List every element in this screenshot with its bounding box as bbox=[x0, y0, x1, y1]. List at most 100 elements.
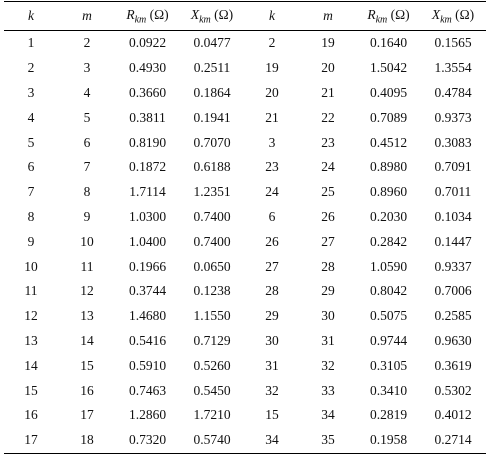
table-row: 5 6 0.8190 0.7070 3 23 0.4512 0.3083 bbox=[4, 130, 486, 155]
cell-x-km: 0.0477 bbox=[193, 35, 231, 51]
header-symbol: m bbox=[323, 8, 333, 23]
cell-k-2: 23 bbox=[265, 159, 279, 175]
cell-k: 16 bbox=[24, 407, 38, 423]
cell-r-km: 1.7114 bbox=[129, 184, 166, 200]
cell-r-km-2: 0.3410 bbox=[369, 382, 408, 398]
cell-m: 10 bbox=[80, 233, 94, 249]
cell-m-2: 26 bbox=[321, 208, 335, 224]
cell-x-km-2: 0.1034 bbox=[434, 208, 472, 224]
cell-k-2: 15 bbox=[265, 407, 279, 423]
cell-x-km: 0.1941 bbox=[193, 109, 231, 125]
header-unit: (Ω) bbox=[387, 6, 410, 22]
cell-r-km: 0.5910 bbox=[128, 357, 167, 373]
cell-x-km-2: 1.3554 bbox=[434, 60, 472, 76]
cell-r-km: 0.1966 bbox=[128, 258, 167, 274]
cell-k-2: 6 bbox=[268, 208, 276, 224]
cell-r-km-2: 1.5042 bbox=[369, 60, 408, 76]
cell-x-km: 0.7129 bbox=[193, 332, 231, 348]
header-unit: (Ω) bbox=[210, 6, 234, 22]
cell-m-2: 19 bbox=[321, 35, 335, 51]
cell-k: 7 bbox=[27, 184, 35, 200]
cell-m-2: 28 bbox=[321, 258, 335, 274]
cell-r-km: 0.5416 bbox=[128, 332, 167, 348]
cell-x-km-2: 0.9373 bbox=[434, 109, 472, 125]
cell-k: 13 bbox=[24, 332, 38, 348]
cell-r-km-2: 1.0590 bbox=[369, 258, 408, 274]
cell-m: 4 bbox=[83, 84, 91, 100]
cell-k: 5 bbox=[27, 134, 35, 150]
cell-r-km-2: 0.4512 bbox=[369, 134, 408, 150]
cell-x-km-2: 0.5302 bbox=[434, 382, 472, 398]
cell-r-km: 0.8190 bbox=[128, 134, 167, 150]
table-row: 7 8 1.7114 1.2351 24 25 0.8960 0.7011 bbox=[4, 180, 486, 205]
cell-r-km-2: 0.2842 bbox=[369, 233, 408, 249]
cell-x-km-2: 0.1565 bbox=[434, 35, 472, 51]
cell-m: 18 bbox=[80, 432, 94, 448]
cell-x-km: 0.7400 bbox=[193, 208, 231, 224]
cell-r-km: 1.2860 bbox=[128, 407, 167, 423]
cell-x-km-2: 0.2714 bbox=[434, 432, 472, 448]
cell-x-km-2: 0.3619 bbox=[434, 357, 472, 373]
cell-k: 2 bbox=[27, 60, 35, 76]
cell-x-km: 1.7210 bbox=[193, 407, 231, 423]
cell-k-2: 3 bbox=[268, 134, 276, 150]
cell-r-km-2: 0.7089 bbox=[369, 109, 408, 125]
cell-k: 6 bbox=[27, 159, 35, 175]
cell-x-km: 0.1238 bbox=[193, 283, 231, 299]
cell-r-km: 0.3744 bbox=[128, 283, 167, 299]
cell-x-km-2: 0.1447 bbox=[434, 233, 472, 249]
cell-r-km: 0.7320 bbox=[128, 432, 167, 448]
cell-x-km-2: 0.9337 bbox=[434, 258, 472, 274]
header-row: k m Rkm (Ω) Xkm (Ω) k m Rkm (Ω) Xkm (Ω) bbox=[4, 1, 486, 31]
cell-k-2: 30 bbox=[265, 332, 279, 348]
cell-k: 17 bbox=[24, 432, 38, 448]
cell-k: 15 bbox=[24, 382, 38, 398]
cell-r-km: 0.7463 bbox=[128, 382, 167, 398]
cell-r-km: 1.0400 bbox=[128, 233, 167, 249]
header-subscript: km bbox=[440, 14, 452, 26]
header-subscript: km bbox=[134, 14, 147, 26]
cell-r-km-2: 0.9744 bbox=[369, 332, 408, 348]
cell-m: 8 bbox=[83, 184, 91, 200]
cell-m: 2 bbox=[83, 35, 91, 51]
cell-x-km: 0.5740 bbox=[193, 432, 231, 448]
table-row: 13 14 0.5416 0.7129 30 31 0.9744 0.9630 bbox=[4, 329, 486, 354]
table-row: 4 5 0.3811 0.1941 21 22 0.7089 0.9373 bbox=[4, 105, 486, 130]
cell-k: 9 bbox=[27, 233, 35, 249]
cell-k-2: 28 bbox=[265, 283, 279, 299]
cell-r-km-2: 0.8042 bbox=[369, 283, 408, 299]
header-symbol: X bbox=[431, 6, 441, 22]
cell-m: 9 bbox=[83, 208, 91, 224]
cell-m: 11 bbox=[80, 258, 94, 274]
cell-r-km-2: 0.4095 bbox=[369, 84, 408, 100]
cell-r-km-2: 0.2819 bbox=[369, 407, 408, 423]
cell-k: 8 bbox=[27, 208, 35, 224]
cell-x-km: 0.7400 bbox=[193, 233, 231, 249]
cell-m-2: 20 bbox=[321, 60, 335, 76]
cell-m: 5 bbox=[83, 109, 91, 125]
table-row: 14 15 0.5910 0.5260 31 32 0.3105 0.3619 bbox=[4, 353, 486, 378]
cell-m-2: 27 bbox=[321, 233, 335, 249]
header-symbol: X bbox=[190, 6, 200, 22]
cell-m-2: 30 bbox=[321, 308, 335, 324]
table-body: 1 2 0.0922 0.0477 2 19 0.1640 0.1565 2 3 0.4930 0.2… bbox=[4, 31, 486, 454]
cell-k-2: 2 bbox=[268, 35, 276, 51]
cell-m: 14 bbox=[80, 332, 94, 348]
cell-k-2: 32 bbox=[265, 382, 279, 398]
cell-k-2: 27 bbox=[265, 258, 279, 274]
cell-x-km-2: 0.7006 bbox=[434, 283, 472, 299]
cell-r-km-2: 0.8960 bbox=[369, 184, 408, 200]
cell-m: 16 bbox=[80, 382, 94, 398]
header-subscript: km bbox=[199, 14, 211, 26]
cell-m: 17 bbox=[80, 407, 94, 423]
cell-k-2: 24 bbox=[265, 184, 279, 200]
cell-m-2: 35 bbox=[321, 432, 335, 448]
table-row: 2 3 0.4930 0.2511 19 20 1.5042 1.3554 bbox=[4, 56, 486, 81]
cell-m-2: 24 bbox=[321, 159, 335, 175]
cell-k-2: 19 bbox=[265, 60, 279, 76]
header-symbol: m bbox=[82, 8, 92, 23]
cell-m-2: 33 bbox=[321, 382, 335, 398]
cell-k: 1 bbox=[27, 35, 35, 51]
cell-k: 10 bbox=[24, 258, 38, 274]
cell-m-2: 31 bbox=[321, 332, 335, 348]
